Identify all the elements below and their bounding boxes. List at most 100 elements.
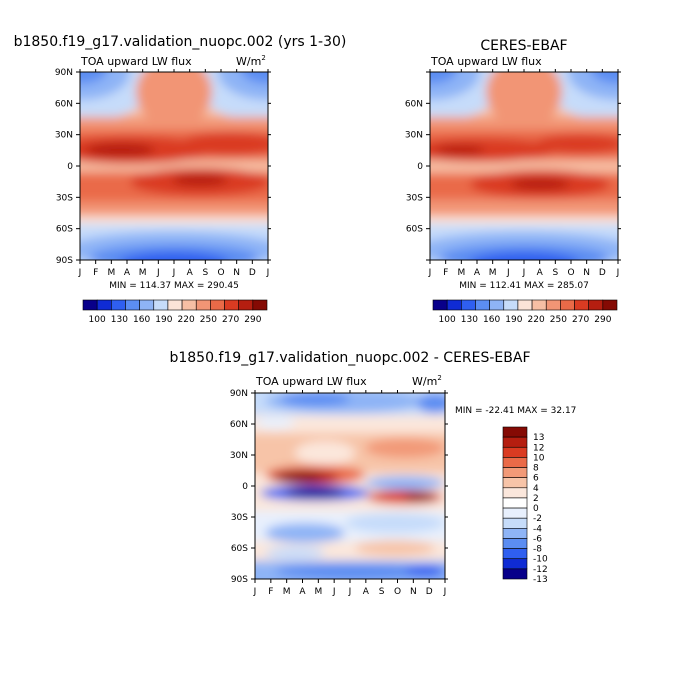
- p1-stats: MIN = 114.37 MAX = 290.45: [109, 281, 239, 291]
- x-tick-label: F: [268, 587, 273, 597]
- y-tick-label: 0: [67, 162, 73, 172]
- x-tick-label: O: [394, 587, 401, 597]
- diff-colorbar-swatch: [502, 517, 528, 529]
- diff-colorbar-label: -13: [533, 575, 548, 585]
- diff-colorbar-label: -4: [533, 524, 542, 534]
- y-tick-label: 30S: [56, 193, 73, 203]
- colorbar-swatch: [475, 299, 490, 311]
- colorbar-label: 130: [461, 315, 478, 325]
- x-tick-label: D: [249, 268, 256, 278]
- diff-colorbar-label: 0: [533, 504, 539, 514]
- y-tick-label: 90S: [56, 256, 73, 266]
- y-tick-label: 30N: [405, 131, 423, 141]
- x-tick-label: M: [139, 268, 147, 278]
- x-tick-label: J: [506, 268, 510, 278]
- colorbar-label: 130: [111, 315, 128, 325]
- diff-colorbar-swatch: [502, 507, 528, 519]
- colorbar-label: 270: [222, 315, 239, 325]
- x-tick-label: N: [410, 587, 417, 597]
- diff-colorbar-swatch: [502, 558, 528, 570]
- y-tick-label: 90N: [55, 68, 73, 78]
- colorbar-swatch: [195, 299, 211, 311]
- x-tick-label: J: [172, 268, 176, 278]
- colorbar-label: 220: [528, 315, 545, 325]
- p3-heatmap: [255, 393, 445, 579]
- x-tick-label: J: [266, 268, 270, 278]
- x-tick-label: J: [443, 587, 447, 597]
- panel-left-title: b1850.f19_g17.validation_nuopc.002 (yrs …: [14, 34, 347, 50]
- colorbar-label: 190: [155, 315, 172, 325]
- x-tick-label: O: [567, 268, 574, 278]
- x-tick-label: O: [217, 268, 224, 278]
- diff-colorbar-swatch: [502, 446, 528, 458]
- colorbar-swatch: [461, 299, 476, 311]
- x-tick-label: J: [616, 268, 620, 278]
- y-tick-label: 60S: [406, 225, 423, 235]
- colorbar-label: 100: [439, 315, 456, 325]
- colorbar-label: 270: [572, 315, 589, 325]
- p1-heatmap: [80, 72, 268, 260]
- p2-heatmap: [430, 72, 618, 260]
- x-tick-label: M: [314, 587, 322, 597]
- y-tick-label: 60N: [405, 99, 423, 109]
- panel-right-title: CERES-EBAF: [480, 38, 567, 54]
- diff-colorbar-label: 4: [533, 484, 539, 494]
- diff-colorbar-swatch: [502, 568, 528, 580]
- x-tick-label: M: [489, 268, 497, 278]
- colorbar-label: 250: [200, 315, 217, 325]
- colorbar-swatch: [602, 299, 618, 311]
- model-panel: TOA upward LW flux W/m2: [79, 54, 269, 261]
- colorbar-label: 100: [89, 315, 106, 325]
- colorbar-swatch: [96, 299, 112, 311]
- y-tick-label: 60S: [231, 544, 248, 554]
- diff-colorbar-swatch: [502, 467, 528, 478]
- x-tick-label: S: [552, 268, 558, 278]
- x-tick-label: A: [124, 268, 131, 278]
- p1-variable-label: TOA upward LW flux: [80, 55, 192, 68]
- x-tick-label: F: [93, 268, 98, 278]
- x-tick-label: D: [599, 268, 606, 278]
- colorbar-label: 290: [594, 315, 611, 325]
- colorbar-label: 160: [133, 315, 150, 325]
- x-tick-label: A: [537, 268, 544, 278]
- diff-colorbar-swatch: [502, 426, 528, 438]
- y-tick-label: 30N: [230, 451, 248, 461]
- x-tick-label: A: [299, 587, 306, 597]
- colorbar-swatch: [503, 299, 519, 311]
- colorbar-swatch: [560, 299, 575, 311]
- colorbar-label: 250: [550, 315, 567, 325]
- colorbar-swatch: [153, 299, 169, 311]
- colorbar-label: 160: [483, 315, 500, 325]
- colorbar-label: 190: [505, 315, 522, 325]
- x-tick-label: J: [253, 587, 257, 597]
- p2-stats: MIN = 112.41 MAX = 285.07: [459, 281, 589, 291]
- x-tick-label: A: [363, 587, 370, 597]
- colorbar-swatch: [139, 299, 155, 311]
- colorbar-swatch: [125, 299, 140, 311]
- diff-colorbar-swatch: [502, 548, 528, 560]
- x-tick-label: D: [426, 587, 433, 597]
- colorbar-swatch: [446, 299, 462, 311]
- colorbar-label: 220: [178, 315, 195, 325]
- y-tick-label: 60S: [56, 225, 73, 235]
- colorbar-swatch: [238, 299, 254, 311]
- diff-colorbar-label: 2: [533, 494, 539, 504]
- diff-colorbar-swatch: [502, 477, 528, 489]
- colorbar-swatch: [517, 299, 533, 311]
- colorbar-swatch: [82, 299, 98, 311]
- diff-colorbar-label: -12: [533, 565, 548, 575]
- colorbar-swatch: [531, 299, 547, 311]
- diff-colorbar-swatch: [502, 457, 528, 468]
- x-tick-label: S: [379, 587, 385, 597]
- p3-variable-label: TOA upward LW flux: [255, 375, 367, 388]
- x-tick-label: J: [348, 587, 352, 597]
- colorbar-swatch: [545, 299, 561, 311]
- diff-colorbar-label: -8: [533, 545, 542, 555]
- x-tick-label: F: [443, 268, 448, 278]
- diff-panel: TOA upward LW flux W/m2: [254, 374, 576, 580]
- y-tick-label: 0: [417, 162, 423, 172]
- p2-variable-label: TOA upward LW flux: [430, 55, 542, 68]
- colorbar-swatch: [574, 299, 589, 311]
- p3-stats: MIN = -22.41 MAX = 32.17: [455, 406, 576, 416]
